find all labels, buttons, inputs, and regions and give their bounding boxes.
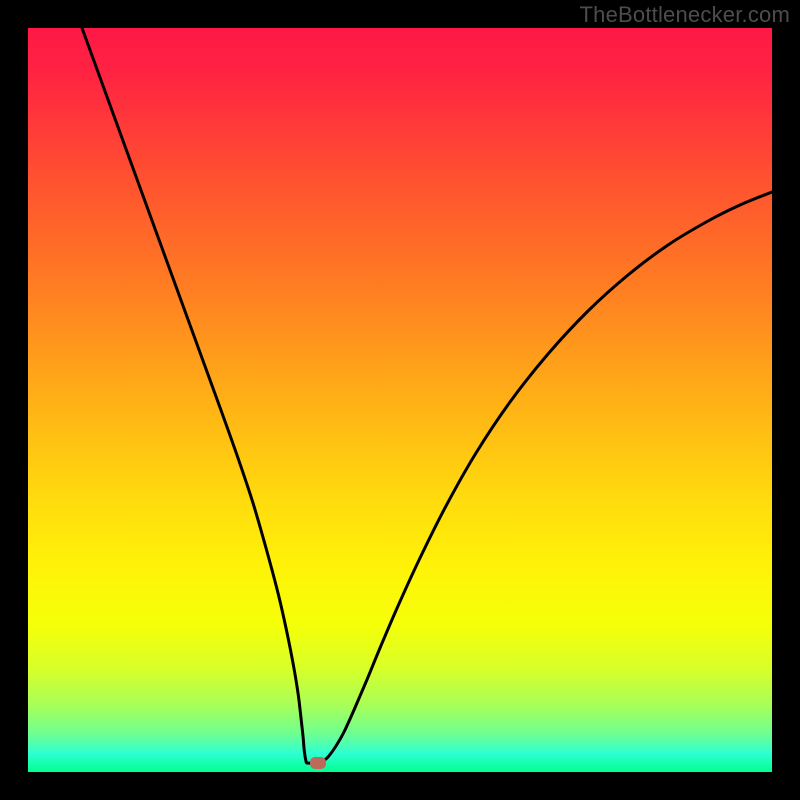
watermark-text: TheBottlenecker.com xyxy=(580,2,790,28)
bottleneck-curve xyxy=(82,28,772,763)
outer-frame: TheBottlenecker.com xyxy=(0,0,800,800)
bottleneck-marker xyxy=(310,757,326,769)
chart-svg xyxy=(28,28,772,772)
plot-area xyxy=(28,28,772,772)
